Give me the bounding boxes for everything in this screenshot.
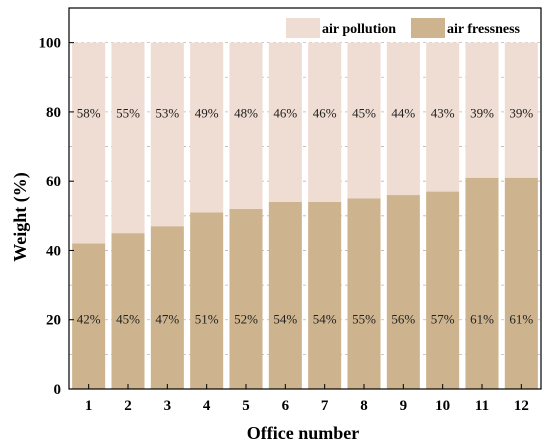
data-label: 55% bbox=[352, 312, 376, 327]
bar-segment bbox=[72, 243, 106, 389]
bar-segment bbox=[347, 42, 381, 199]
data-label: 39% bbox=[470, 106, 494, 121]
bar-segment bbox=[386, 42, 420, 196]
x-axis-title: Office number bbox=[247, 423, 359, 443]
bar-segment bbox=[72, 42, 106, 244]
x-tick-label: 6 bbox=[282, 398, 290, 414]
data-label: 45% bbox=[116, 312, 140, 327]
bar-segment bbox=[111, 233, 145, 389]
x-tick-label: 12 bbox=[514, 398, 529, 414]
data-label: 54% bbox=[273, 312, 297, 327]
data-label: 55% bbox=[116, 106, 140, 121]
bar-segment bbox=[229, 208, 263, 389]
x-tick-label: 2 bbox=[124, 398, 132, 414]
bar-segment bbox=[426, 191, 460, 389]
y-axis-ticks: 0 20 40 60 80 100 bbox=[39, 36, 74, 398]
y-tick-label: 0 bbox=[54, 382, 62, 398]
bar-segment bbox=[504, 42, 538, 178]
y-tick-label: 40 bbox=[46, 243, 61, 259]
data-label: 47% bbox=[155, 312, 179, 327]
gridlines bbox=[69, 42, 541, 355]
legend-label: air pollution bbox=[322, 22, 396, 37]
x-tick-label: 3 bbox=[164, 398, 172, 414]
bar-segment bbox=[426, 42, 460, 192]
data-label: 53% bbox=[155, 106, 179, 121]
legend: air pollution air fressness bbox=[286, 18, 521, 38]
data-label: 56% bbox=[391, 312, 415, 327]
bar-segment bbox=[386, 195, 420, 389]
data-label: 61% bbox=[509, 312, 533, 327]
x-tick-label: 8 bbox=[360, 398, 368, 414]
bar-segment bbox=[150, 42, 184, 227]
bar-segment bbox=[268, 42, 302, 202]
data-label: 57% bbox=[431, 312, 455, 327]
x-tick-label: 1 bbox=[85, 398, 93, 414]
bar-segment bbox=[268, 201, 302, 389]
y-tick-label: 80 bbox=[46, 105, 61, 121]
data-label: 43% bbox=[431, 106, 455, 121]
y-tick-label: 100 bbox=[39, 36, 62, 52]
bar-segment bbox=[465, 177, 499, 389]
bar-segment bbox=[190, 212, 224, 389]
bar-segment bbox=[465, 42, 499, 178]
data-labels: 42% 58% 45% 55% 47% 53% 51% 49% 52% 48% 54% 46% 54% 4… bbox=[77, 106, 534, 327]
x-tick-label: 5 bbox=[242, 398, 250, 414]
x-tick-label: 10 bbox=[435, 398, 450, 414]
data-label: 42% bbox=[77, 312, 101, 327]
data-label: 44% bbox=[391, 106, 415, 121]
bar-segment bbox=[308, 201, 342, 389]
data-label: 61% bbox=[470, 312, 494, 327]
x-tick-label: 9 bbox=[400, 398, 408, 414]
x-tick-label: 7 bbox=[321, 398, 329, 414]
bar-segment bbox=[190, 42, 224, 213]
data-label: 54% bbox=[313, 312, 337, 327]
x-tick-label: 11 bbox=[475, 398, 489, 414]
x-axis-ticks: 1 2 3 4 5 6 7 8 9 10 11 12 bbox=[85, 384, 529, 414]
legend-label: air fressness bbox=[447, 22, 521, 37]
data-label: 51% bbox=[195, 312, 219, 327]
data-label: 46% bbox=[313, 106, 337, 121]
bar-segment bbox=[111, 42, 145, 234]
legend-swatch bbox=[411, 18, 445, 38]
y-tick-label: 20 bbox=[46, 313, 61, 329]
bar-segment bbox=[347, 198, 381, 389]
data-label: 48% bbox=[234, 106, 258, 121]
bar-segment bbox=[229, 42, 263, 209]
bars bbox=[72, 42, 538, 389]
data-label: 58% bbox=[77, 106, 101, 121]
bar-segment bbox=[150, 226, 184, 389]
plot-frame bbox=[68, 7, 542, 390]
legend-swatch bbox=[286, 18, 320, 38]
x-tick-label: 4 bbox=[203, 398, 211, 414]
data-label: 46% bbox=[273, 106, 297, 121]
data-label: 45% bbox=[352, 106, 376, 121]
y-tick-label: 60 bbox=[46, 174, 61, 190]
y-axis-title: Weight (%) bbox=[10, 172, 31, 262]
data-label: 49% bbox=[195, 106, 219, 121]
data-label: 52% bbox=[234, 312, 258, 327]
data-label: 39% bbox=[509, 106, 533, 121]
bar-segment bbox=[308, 42, 342, 202]
bar-segment bbox=[504, 177, 538, 389]
